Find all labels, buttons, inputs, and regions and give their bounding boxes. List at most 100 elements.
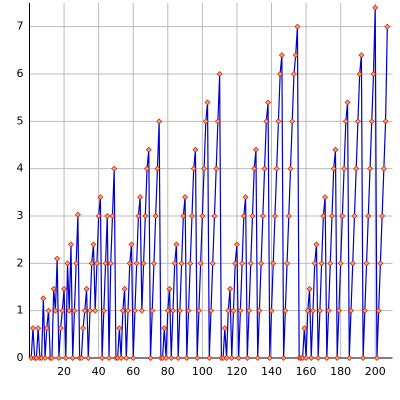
point bbox=[52, 307, 59, 314]
point bbox=[258, 260, 265, 267]
point bbox=[125, 307, 131, 314]
point bbox=[327, 260, 334, 267]
point bbox=[83, 285, 90, 292]
point bbox=[330, 165, 337, 172]
point bbox=[173, 241, 180, 248]
point bbox=[194, 355, 201, 361]
point bbox=[126, 260, 133, 267]
point bbox=[202, 118, 209, 125]
point bbox=[254, 355, 261, 361]
point bbox=[192, 146, 199, 153]
point bbox=[197, 260, 204, 267]
point bbox=[130, 355, 137, 361]
point bbox=[225, 307, 232, 314]
point bbox=[45, 307, 52, 314]
point bbox=[234, 241, 240, 248]
point bbox=[289, 118, 296, 125]
point bbox=[263, 118, 270, 125]
point bbox=[342, 118, 349, 125]
point bbox=[311, 260, 318, 267]
point bbox=[370, 71, 377, 77]
point bbox=[261, 165, 268, 172]
x-tick-label: 120 bbox=[226, 365, 247, 378]
point bbox=[185, 307, 192, 314]
point bbox=[137, 194, 144, 200]
point bbox=[335, 307, 342, 314]
point bbox=[170, 307, 176, 314]
point bbox=[268, 307, 275, 314]
point bbox=[183, 355, 190, 361]
point bbox=[73, 260, 80, 267]
point bbox=[323, 355, 330, 361]
point bbox=[275, 118, 282, 125]
point bbox=[291, 71, 297, 77]
point bbox=[358, 52, 365, 58]
x-tick-label: 80 bbox=[161, 365, 175, 378]
x-tick-label: 60 bbox=[126, 365, 140, 378]
point bbox=[244, 355, 251, 361]
point bbox=[341, 165, 348, 172]
point bbox=[361, 307, 368, 314]
point bbox=[106, 355, 112, 361]
point bbox=[277, 71, 284, 77]
point bbox=[240, 213, 247, 219]
point bbox=[111, 165, 118, 172]
point bbox=[97, 194, 104, 200]
point bbox=[332, 146, 339, 153]
x-tick-label: 20 bbox=[57, 365, 71, 378]
point bbox=[147, 355, 154, 361]
point bbox=[180, 213, 187, 219]
point bbox=[313, 241, 320, 248]
point bbox=[128, 241, 135, 248]
point bbox=[182, 194, 188, 200]
point bbox=[161, 325, 168, 332]
point bbox=[239, 260, 246, 267]
point bbox=[92, 307, 99, 314]
y-tick-label: 6 bbox=[17, 67, 24, 80]
point bbox=[90, 241, 97, 248]
point bbox=[306, 285, 313, 292]
point bbox=[62, 355, 69, 361]
point bbox=[30, 325, 36, 332]
point bbox=[213, 165, 220, 172]
point bbox=[356, 71, 363, 77]
point bbox=[344, 99, 351, 106]
point bbox=[348, 307, 354, 314]
point bbox=[223, 355, 230, 361]
y-tick-label: 1 bbox=[17, 304, 24, 317]
point bbox=[176, 307, 183, 314]
point bbox=[380, 165, 387, 172]
point bbox=[266, 355, 273, 361]
point bbox=[221, 325, 228, 332]
point bbox=[166, 285, 173, 292]
point bbox=[251, 165, 258, 172]
point bbox=[292, 52, 299, 58]
point bbox=[265, 99, 271, 106]
point bbox=[118, 355, 125, 361]
x-tick-label: 160 bbox=[296, 365, 317, 378]
point bbox=[278, 52, 285, 58]
point bbox=[104, 213, 111, 219]
point bbox=[375, 307, 382, 314]
point bbox=[102, 260, 109, 267]
point bbox=[140, 260, 147, 267]
point bbox=[374, 355, 380, 361]
point bbox=[294, 23, 301, 30]
point bbox=[259, 213, 266, 219]
point bbox=[235, 355, 242, 361]
point bbox=[154, 165, 161, 172]
point bbox=[175, 355, 182, 361]
point bbox=[142, 213, 149, 219]
point bbox=[228, 355, 235, 361]
point bbox=[145, 146, 152, 153]
point bbox=[334, 355, 341, 361]
point bbox=[227, 285, 233, 292]
point bbox=[377, 260, 384, 267]
point bbox=[199, 213, 206, 219]
point bbox=[308, 355, 315, 361]
point bbox=[209, 260, 216, 267]
point bbox=[64, 260, 71, 267]
point bbox=[201, 165, 208, 172]
point bbox=[95, 213, 102, 219]
point bbox=[230, 307, 237, 314]
